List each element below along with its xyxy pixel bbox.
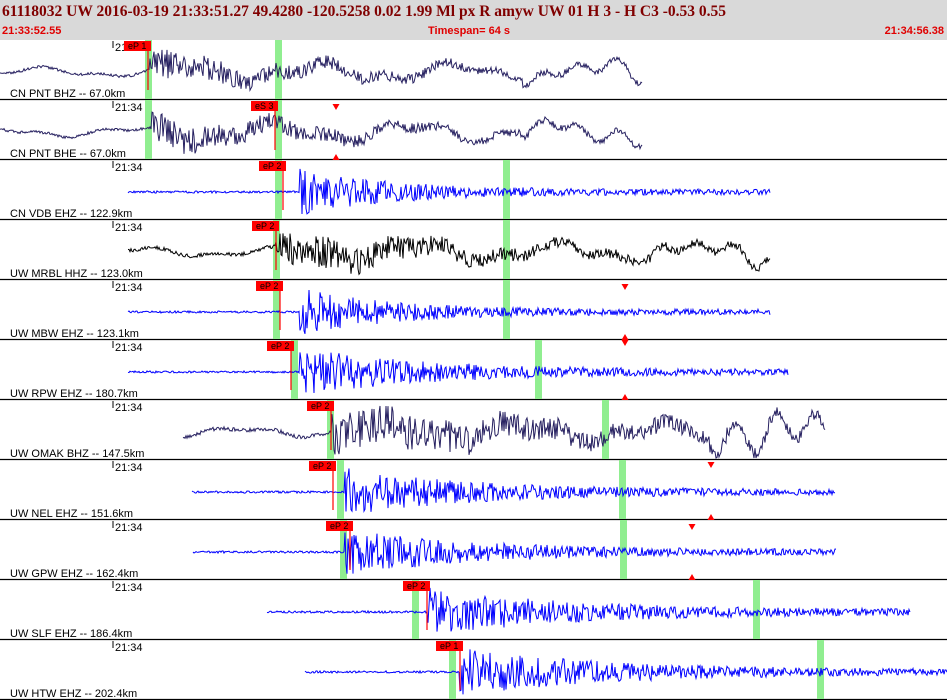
minute-label: 21:34 — [115, 222, 143, 234]
waveform-trace — [127, 233, 771, 276]
channel-panel[interactable]: 21:34 eP 1 UW HTW EHZ -- 202.4km — [0, 640, 947, 700]
minute-label: 21:34 — [115, 522, 143, 534]
waveform-trace — [127, 289, 771, 334]
event-title: 61118032 UW 2016-03-19 21:33:51.27 49.42… — [2, 3, 727, 20]
channel-label: UW MRBL HHZ -- 123.0km — [10, 268, 143, 280]
minute-label: 21:34 — [115, 582, 143, 594]
pick-label: eP 2 — [256, 221, 274, 231]
pick-label: eP 1 — [128, 41, 146, 51]
amplitude-marker — [332, 104, 340, 110]
phase-window — [145, 100, 152, 159]
waveform-trace — [266, 587, 911, 632]
pick-flag[interactable] — [309, 461, 336, 471]
timespan-label: Timespan= 64 s — [428, 25, 511, 37]
minute-label: 21:34 — [115, 462, 143, 474]
pick-label: eP 2 — [313, 461, 331, 471]
pick-label: eP 2 — [260, 281, 278, 291]
amplitude-marker — [621, 334, 629, 340]
amplitude-marker — [688, 574, 696, 580]
channel-label: UW GPW EHZ -- 162.4km — [10, 568, 138, 580]
phase-window — [503, 160, 510, 219]
phase-window — [275, 40, 282, 99]
channel-panel[interactable]: 21:34 eP 2 UW OMAK BHZ -- 147.5km — [0, 400, 947, 461]
pick-flag[interactable] — [403, 581, 430, 591]
phase-window — [412, 580, 419, 639]
pick-label: eP 2 — [407, 581, 425, 591]
channel-label: UW RPW EHZ -- 180.7km — [10, 388, 138, 400]
phase-window — [340, 520, 347, 579]
pick-label: eP 1 — [440, 641, 458, 651]
start-time: 21:33:52.55 — [2, 25, 62, 37]
end-time: 21:34:56.38 — [884, 25, 944, 37]
phase-window — [602, 400, 609, 459]
pick-flag[interactable] — [124, 41, 151, 51]
amplitude-marker — [707, 514, 715, 520]
phase-window — [275, 160, 282, 219]
phase-window — [291, 340, 298, 399]
amplitude-marker — [707, 462, 715, 468]
channel-label: CN PNT BHE -- 67.0km — [10, 148, 126, 160]
minute-label: 21:34 — [115, 102, 143, 114]
phase-window — [337, 460, 344, 519]
channel-label: UW NEL EHZ -- 151.6km — [10, 508, 133, 520]
phase-window — [275, 100, 282, 159]
phase-window — [449, 640, 456, 699]
phase-window — [273, 280, 280, 339]
pick-label: eS 3 — [255, 101, 274, 111]
channel-label: CN PNT BHZ -- 67.0km — [10, 88, 125, 100]
phase-window — [503, 220, 510, 279]
minute-label: 21:34 — [115, 642, 143, 654]
pick-label: eP 2 — [311, 401, 329, 411]
pick-flag[interactable] — [326, 521, 353, 531]
channel-panel[interactable]: 21:34 eP 2 UW MRBL HHZ -- 123.0km — [0, 220, 947, 281]
waveform-trace — [192, 532, 837, 574]
pick-flag[interactable] — [252, 221, 279, 231]
channel-panel[interactable]: 21:34 eP 2 UW SLF EHZ -- 186.4km — [0, 580, 947, 641]
pick-flag[interactable] — [436, 641, 463, 651]
channel-panel[interactable]: 21:34 eS 3 CN PNT BHE -- 67.0km — [0, 100, 947, 161]
pick-label: eP 2 — [330, 521, 348, 531]
channel-label: UW SLF EHZ -- 186.4km — [10, 628, 132, 640]
waveform-trace — [127, 168, 771, 215]
amplitude-marker — [621, 284, 629, 290]
pick-flag[interactable] — [307, 401, 334, 411]
amplitude-marker — [688, 524, 696, 530]
channel-label: UW OMAK BHZ -- 147.5km — [10, 448, 144, 460]
phase-window — [503, 280, 510, 339]
waveform-trace — [191, 468, 836, 513]
pick-flag[interactable] — [267, 341, 294, 351]
pick-label: eP 2 — [263, 161, 281, 171]
pick-flag[interactable] — [259, 161, 286, 171]
amplitude-marker — [621, 340, 629, 346]
channel-panel[interactable]: 21:34 eP 2 UW RPW EHZ -- 180.7km — [0, 340, 947, 401]
minute-label: 21:34 — [115, 402, 143, 414]
pick-flag[interactable] — [251, 101, 278, 111]
channel-label: UW MBW EHZ -- 123.1km — [10, 328, 139, 340]
waveform-trace — [0, 111, 643, 154]
waveform-panel[interactable]: 21:34 eP 1 CN PNT BHZ -- 67.0km 21:34 eS 3 CN… — [0, 40, 947, 700]
waveform-trace — [182, 405, 826, 459]
waveform-trace — [304, 649, 947, 695]
amplitude-marker — [332, 154, 340, 160]
channel-panel[interactable]: 21:34 eP 2 CN VDB EHZ -- 122.9km — [0, 160, 947, 221]
minute-label: 21:34 — [115, 162, 143, 174]
pick-flag[interactable] — [256, 281, 283, 291]
amplitude-marker — [621, 394, 629, 400]
channel-panel[interactable]: 21:34 eP 2 UW NEL EHZ -- 151.6km — [0, 460, 947, 521]
channel-panel[interactable]: 21:34 eP 2 UW MBW EHZ -- 123.1km — [0, 280, 947, 341]
channel-panel[interactable]: 21:34 eP 2 UW GPW EHZ -- 162.4km — [0, 520, 947, 581]
pick-label: eP 2 — [271, 341, 289, 351]
header-bar: 61118032 UW 2016-03-19 21:33:51.27 49.42… — [0, 0, 947, 40]
channel-label: CN VDB EHZ -- 122.9km — [10, 208, 132, 220]
minute-label: 21:34 — [115, 342, 143, 354]
waveform-trace — [0, 49, 643, 92]
minute-label: 21:34 — [115, 282, 143, 294]
waveform-trace — [127, 352, 789, 394]
phase-window — [753, 580, 760, 639]
channel-label: UW HTW EHZ -- 202.4km — [10, 688, 137, 700]
